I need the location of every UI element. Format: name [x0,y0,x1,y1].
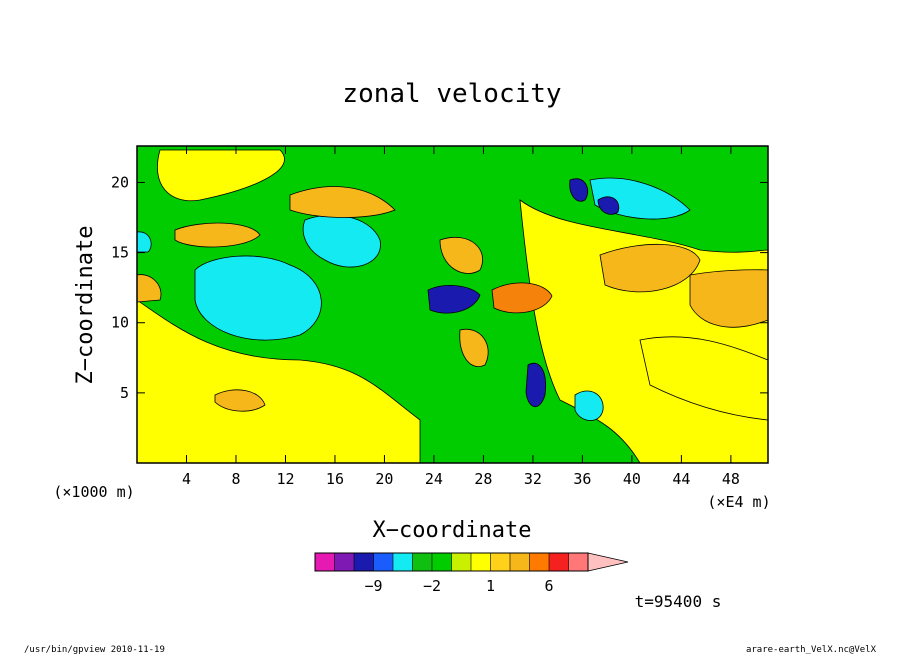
region-negative [137,231,152,253]
colorbar-swatch [509,552,531,572]
region-strong-negative [597,196,620,215]
region-positive [459,328,489,367]
y-axis: 5 10 15 20 [111,173,768,402]
region-positive [689,269,768,328]
x-tick-label: 48 [722,470,740,488]
region-positive-weak [157,149,285,202]
colorbar [314,552,629,572]
colorbar-tick-label: −9 [364,577,382,595]
plot-frame [136,145,769,464]
region-strong-positive [491,282,553,314]
x-scale-note: (×E4 m) [707,493,770,511]
region-negative [574,390,604,421]
colorbar-swatch [392,552,414,572]
x-axis: 4 8 12 16 20 24 28 32 36 40 44 48 [182,146,740,488]
colorbar-swatch [334,552,355,572]
x-tick-label: 12 [276,470,294,488]
x-tick-label: 4 [182,470,191,488]
y-axis-label: Z−coordinate [73,226,98,385]
colorbar-tick-label: 6 [544,577,553,595]
region-positive [289,186,396,218]
y-tick-label: 20 [111,173,129,191]
region-strong-negative [427,285,481,314]
footer-right: arare-earth_VelX.nc@VelX [746,645,877,654]
region-positive [137,274,162,303]
x-tick-label: 20 [375,470,393,488]
velocity-field [137,146,768,463]
colorbar-ticks: −9 −2 1 6 [364,577,553,595]
region-positive-weak [639,336,768,421]
region-strong-negative [525,362,547,408]
footer-left: /usr/bin/gpview 2010-11-19 [24,645,165,654]
colorbar-swatch [451,552,472,572]
y-tick-label: 15 [111,244,129,262]
colorbar-swatch [412,552,433,572]
time-label: t=95400 s [635,592,722,611]
x-tick-label: 28 [474,470,492,488]
x-tick-label: 40 [623,470,641,488]
colorbar-swatch [548,552,570,572]
x-tick-label: 8 [231,470,240,488]
chart-title: zonal velocity [342,79,561,109]
colorbar-swatch [314,552,336,572]
x-tick-label: 16 [326,470,344,488]
region-strong-negative [569,178,589,202]
y-tick-label: 10 [111,314,129,332]
region-negative [194,255,322,341]
x-tick-label: 32 [524,470,542,488]
y-scale-note: (×1000 m) [53,483,134,501]
x-tick-label: 24 [425,470,443,488]
region-positive [599,243,701,293]
colorbar-frame [314,552,589,572]
colorbar-tick-label: 1 [486,577,495,595]
colorbar-swatch [470,552,492,572]
colorbar-swatch [568,552,589,572]
colorbar-swatch [353,552,375,572]
x-tick-label: 36 [573,470,591,488]
colorbar-tick-label: −2 [423,577,441,595]
x-axis-label: X−coordinate [373,518,532,543]
colorbar-swatch [490,552,511,572]
region-positive [439,236,483,274]
y-tick-label: 5 [120,384,129,402]
colorbar-swatch [529,552,550,572]
colorbar-swatch [373,552,394,572]
region-positive [174,222,261,248]
x-tick-label: 44 [672,470,690,488]
colorbar-arrow [587,552,629,572]
colorbar-swatch [431,552,453,572]
region-positive [214,389,266,412]
region-positive-weak [137,299,421,463]
